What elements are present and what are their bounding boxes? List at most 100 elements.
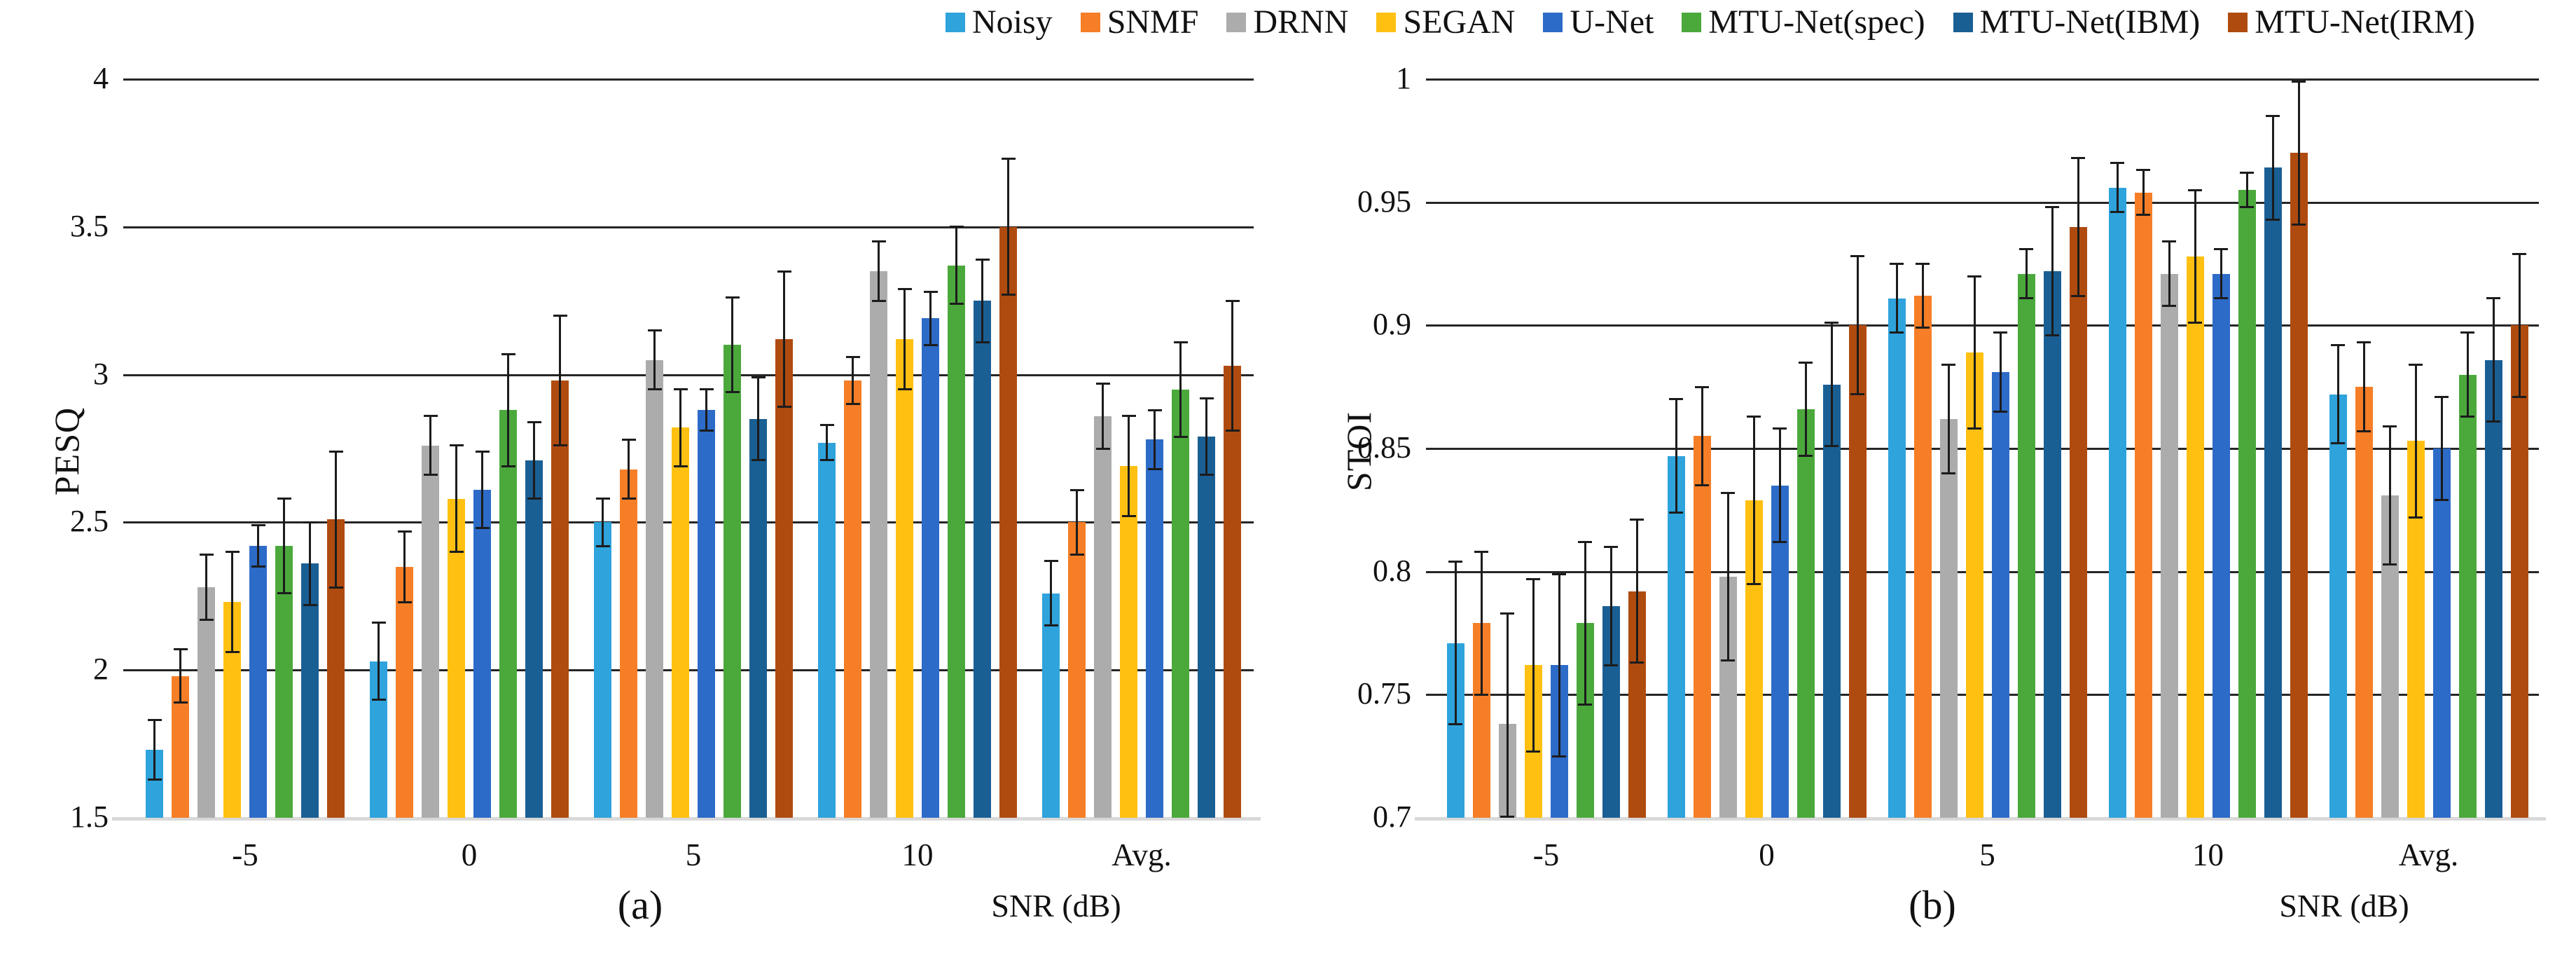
error-bar: [429, 416, 431, 475]
error-bar-cap: [527, 498, 541, 500]
error-bar-cap: [2409, 364, 2423, 366]
error-bar-cap: [1799, 361, 1813, 364]
error-bar: [1609, 547, 1612, 666]
bar-b-10-noisy: [2108, 187, 2126, 818]
error-bar-cap: [2357, 430, 2371, 432]
error-bar-cap: [1824, 322, 1838, 324]
bar-a-5-mtu-net-ibm-: [749, 418, 767, 818]
bar-a-0-u-net: [473, 490, 491, 818]
bar-b-0-mtu-net-ibm-: [1822, 384, 1841, 818]
error-bar-cap: [2266, 115, 2280, 118]
error-bar-cap: [673, 465, 688, 467]
x-tick-label: 10: [901, 837, 934, 872]
bar-b-Avg-mtu-net-irm-: [2510, 325, 2528, 818]
error-bar-cap: [2486, 297, 2500, 300]
error-bar-cap: [1001, 294, 1016, 296]
error-bar-cap: [1941, 472, 1955, 474]
error-bar-cap: [1552, 573, 1566, 575]
error-bar: [153, 720, 155, 780]
error-bar-cap: [303, 603, 317, 606]
y-tick-label: 2: [93, 652, 109, 687]
error-bar-cap: [1069, 488, 1084, 491]
error-bar: [1726, 493, 1729, 661]
bar-a-5-mtu-net-spec-: [723, 345, 741, 818]
bar-b-5-segan: [1965, 352, 1983, 818]
y-tick-label: 4: [93, 61, 109, 95]
error-bar-cap: [2071, 156, 2085, 159]
error-bar-cap: [819, 423, 834, 426]
legend-item-mtu-net-irm-: MTU-Net(IRM): [2228, 6, 2475, 39]
error-bar: [1973, 276, 1976, 429]
bar-a-10-u-net: [922, 318, 939, 818]
error-bar-cap: [2292, 223, 2306, 226]
gridline: [1426, 78, 2539, 81]
bar-a-10-snmf: [844, 380, 861, 818]
x-tick-label: Avg.: [1112, 837, 1172, 872]
x-axis-baseline: [1415, 817, 2546, 821]
error-bar-cap: [1069, 554, 1084, 556]
error-bar-cap: [2136, 169, 2150, 172]
legend-label: MTU-Net(IRM): [2255, 4, 2475, 41]
error-bar-cap: [1630, 661, 1644, 664]
error-bar: [1999, 332, 2002, 412]
error-bar-cap: [1993, 410, 2007, 413]
gridline: [123, 373, 1254, 376]
error-bar: [1856, 256, 1859, 395]
error-bar-cap: [2266, 218, 2280, 221]
error-bar: [2388, 426, 2391, 565]
error-bar-cap: [371, 622, 386, 624]
bar-b-0-mtu-net-irm-: [1848, 325, 1867, 818]
error-bar-cap: [2383, 425, 2397, 427]
bar-a-5-noisy: [594, 522, 611, 818]
error-bar: [1179, 342, 1182, 437]
error-bar-cap: [777, 270, 791, 273]
error-bar-cap: [1604, 546, 1618, 549]
legend-item-mtu-net-spec-: MTU-Net(spec): [1682, 6, 1925, 39]
error-bar: [1532, 579, 1535, 752]
error-bar: [2297, 81, 2300, 225]
bar-b-Avg-mtu-net-spec-: [2458, 374, 2477, 818]
error-bar-cap: [1993, 331, 2007, 334]
error-bar-cap: [1225, 430, 1240, 432]
error-bar-cap: [1199, 474, 1214, 476]
error-bar-cap: [2019, 247, 2033, 250]
legend-swatch-icon: [1080, 13, 1100, 32]
error-bar-cap: [2460, 331, 2474, 334]
bar-a-10-mtu-net-ibm-: [974, 301, 991, 818]
error-bar-cap: [2512, 252, 2526, 255]
error-bar-cap: [251, 524, 265, 527]
gridline: [123, 78, 1254, 81]
y-tick-label: 0.75: [1357, 676, 1411, 711]
error-bar-cap: [2110, 211, 2124, 214]
error-bar-cap: [2331, 442, 2345, 445]
x-axis-title-stoi: SNR (dB): [2279, 888, 2409, 924]
error-bar-cap: [2045, 334, 2059, 336]
x-axis-baseline: [112, 817, 1261, 821]
error-bar-cap: [1001, 158, 1016, 160]
error-bar: [1480, 551, 1483, 695]
error-bar-cap: [371, 698, 386, 701]
error-bar: [731, 297, 733, 392]
error-bar-cap: [1526, 577, 1540, 580]
bar-a--5-drnn: [198, 587, 215, 818]
error-bar-cap: [1630, 519, 1644, 521]
legend-swatch-icon: [1953, 13, 1973, 32]
error-bar: [309, 522, 311, 605]
error-bar-cap: [2435, 395, 2449, 398]
error-bar-cap: [1474, 693, 1488, 696]
bar-a-Avg-segan: [1120, 466, 1137, 818]
error-bar-cap: [2486, 420, 2500, 423]
bar-a-0-mtu-net-spec-: [499, 410, 517, 818]
error-bar-cap: [725, 296, 740, 299]
error-bar-cap: [1604, 664, 1618, 666]
error-bar: [2362, 342, 2365, 432]
error-bar: [2414, 364, 2417, 518]
error-bar-cap: [1850, 393, 1864, 396]
error-bar-cap: [1824, 444, 1838, 447]
error-bar: [1830, 322, 1833, 446]
error-bar-cap: [303, 521, 317, 523]
error-bar-cap: [199, 619, 214, 622]
error-bar-cap: [1747, 582, 1761, 585]
error-bar-cap: [845, 403, 860, 406]
